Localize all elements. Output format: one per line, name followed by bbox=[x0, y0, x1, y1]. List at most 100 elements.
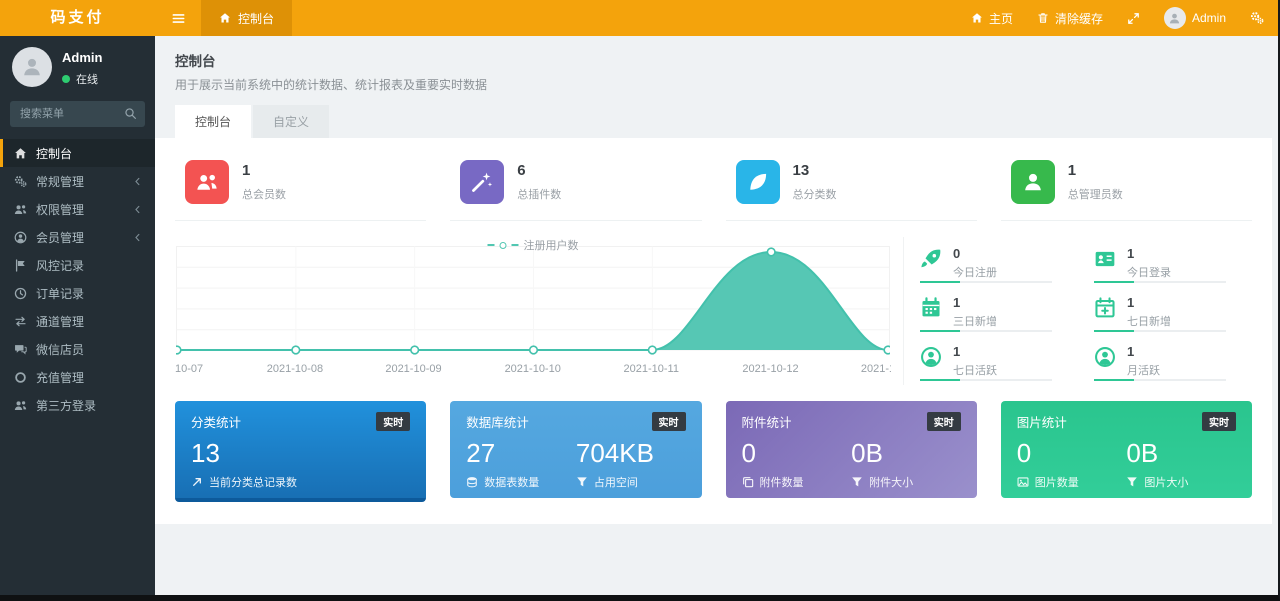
sidebar-item-members[interactable]: 会员管理 bbox=[0, 223, 155, 251]
sidebar-item-label: 第三方登录 bbox=[36, 398, 97, 413]
database-stats-card: 数据库统计 实时 27 704KB 数据表数量 bbox=[450, 401, 702, 498]
tab-dashboard[interactable]: 控制台 bbox=[175, 105, 252, 138]
page-title: 控制台 bbox=[175, 54, 216, 69]
topbar-actions: 主页 清除缓存 Admin bbox=[971, 0, 1278, 36]
quick-stat-label: 七日活跃 bbox=[953, 365, 997, 377]
sidebar-item-label: 常规管理 bbox=[36, 174, 85, 189]
image-stats-card: 图片统计 实时 0 0B 图片数量 图片大小 bbox=[1000, 401, 1252, 498]
summary-value: 1 bbox=[1067, 162, 1077, 179]
card-title: 分类统计 bbox=[191, 416, 242, 430]
quick-stat-value: 1 bbox=[1127, 344, 1135, 359]
fullscreen-button[interactable] bbox=[1127, 12, 1140, 25]
quick-stat-3day-new: 1 三日新增 bbox=[904, 288, 1078, 337]
card-value: 0 bbox=[741, 438, 756, 468]
circle-icon bbox=[14, 371, 27, 384]
sidebar-item-label: 充值管理 bbox=[36, 370, 85, 385]
card-footer: 图片大小 bbox=[1126, 474, 1236, 490]
x-tick-label: 2021-10-13 bbox=[860, 363, 891, 375]
summary-label: 总分类数 bbox=[792, 189, 837, 201]
exchange-icon bbox=[14, 315, 27, 328]
summary-card-categories: 13 总分类数 bbox=[725, 154, 977, 221]
card-footer-label: 附件数量 bbox=[759, 477, 804, 489]
home-button[interactable]: 主页 bbox=[971, 10, 1013, 27]
clear-cache-button[interactable]: 清除缓存 bbox=[1037, 10, 1103, 27]
calendar-plus-icon bbox=[1094, 297, 1116, 319]
topnav-tab-dashboard[interactable]: 控制台 bbox=[201, 0, 293, 36]
legend-line-icon bbox=[511, 244, 519, 246]
content-tabs: 控制台 自定义 bbox=[175, 105, 1258, 138]
card-value: 0B bbox=[851, 438, 883, 468]
summary-label: 总插件数 bbox=[517, 189, 562, 201]
accent-underline bbox=[1094, 281, 1226, 283]
summary-value: 6 bbox=[517, 162, 526, 179]
sidebar-item-order-records[interactable]: 订单记录 bbox=[0, 279, 155, 307]
quick-stat-7day-new: 1 七日新增 bbox=[1078, 288, 1252, 337]
leaf-icon bbox=[735, 160, 780, 204]
filter-icon bbox=[576, 476, 588, 488]
users-icon bbox=[14, 203, 27, 216]
user-circle-icon bbox=[14, 231, 27, 244]
quick-stat-label: 今日登录 bbox=[1127, 267, 1171, 279]
calendar-icon bbox=[920, 297, 942, 319]
home-icon bbox=[14, 147, 27, 160]
card-footer-label: 占用空间 bbox=[593, 477, 638, 489]
x-tick-label: 2021-10-08 bbox=[266, 363, 324, 375]
card-title: 图片统计 bbox=[1016, 416, 1067, 430]
user-menu[interactable]: Admin bbox=[1163, 7, 1226, 29]
sidebar-item-risk-records[interactable]: 风控记录 bbox=[0, 251, 155, 279]
quick-stat-label: 月活跃 bbox=[1127, 365, 1160, 377]
sidebar-item-label: 风控记录 bbox=[36, 258, 85, 273]
topnav-tab-label: 控制台 bbox=[238, 11, 275, 26]
chevron-left-icon bbox=[132, 232, 143, 243]
settings-button[interactable] bbox=[1250, 11, 1264, 25]
dashboard-panel: 1 总会员数 6 总插件数 bbox=[155, 138, 1272, 524]
card-footer: 附件大小 bbox=[851, 474, 961, 490]
sidebar-item-dashboard[interactable]: 控制台 bbox=[0, 139, 155, 167]
online-dot-icon bbox=[62, 75, 70, 83]
sidebar-item-permissions[interactable]: 权限管理 bbox=[0, 195, 155, 223]
card-title: 数据库统计 bbox=[466, 416, 529, 430]
clock-icon bbox=[14, 287, 27, 300]
quick-stats-grid: 0 今日注册 1 今日登录 bbox=[903, 237, 1252, 385]
database-icon bbox=[466, 476, 478, 488]
card-footer-label: 图片数量 bbox=[1034, 477, 1079, 489]
menu-search-input[interactable] bbox=[10, 101, 145, 127]
user-circle-icon bbox=[1094, 346, 1116, 368]
user-circle-icon bbox=[920, 346, 942, 368]
sidebar-item-general[interactable]: 常规管理 bbox=[0, 167, 155, 195]
clear-cache-label: 清除缓存 bbox=[1054, 11, 1103, 26]
user-icon bbox=[1168, 12, 1181, 25]
attachment-stats-card: 附件统计 实时 0 0B 附件数量 附件大小 bbox=[725, 401, 977, 498]
users-icon bbox=[14, 399, 27, 412]
sidebar-item-wechat-staff[interactable]: 微信店员 bbox=[0, 335, 155, 363]
chevron-left-icon bbox=[132, 176, 143, 187]
flag-icon bbox=[14, 259, 27, 272]
x-tick-label: 2021-10-07 bbox=[175, 363, 204, 375]
quick-stat-value: 1 bbox=[1127, 246, 1135, 261]
legend-line-icon bbox=[487, 244, 495, 246]
hamburger-icon bbox=[171, 11, 186, 26]
card-footer-link[interactable]: 当前分类总记录数 bbox=[191, 474, 410, 490]
accent-underline bbox=[920, 281, 1052, 283]
summary-card-admins: 1 总管理员数 bbox=[1000, 154, 1252, 221]
x-tick-label: 2021-10-12 bbox=[742, 363, 799, 375]
avatar bbox=[12, 47, 52, 87]
card-footer-label: 当前分类总记录数 bbox=[209, 477, 297, 489]
realtime-badge: 实时 bbox=[1202, 412, 1236, 431]
card-value: 27 bbox=[466, 438, 496, 468]
rocket-icon bbox=[920, 248, 942, 270]
sidebar-item-third-party-login[interactable]: 第三方登录 bbox=[0, 391, 155, 419]
sidebar-toggle-button[interactable] bbox=[155, 0, 201, 36]
search-icon[interactable] bbox=[124, 107, 137, 120]
sidebar-item-recharge[interactable]: 充值管理 bbox=[0, 363, 155, 391]
quick-stat-label: 三日新增 bbox=[953, 316, 997, 328]
sidebar-item-label: 会员管理 bbox=[36, 230, 85, 245]
sidebar-item-channels[interactable]: 通道管理 bbox=[0, 307, 155, 335]
chart-legend[interactable]: 注册用户数 bbox=[487, 237, 579, 253]
tab-custom[interactable]: 自定义 bbox=[253, 105, 330, 138]
user-icon bbox=[21, 56, 43, 78]
sidebar-menu: 控制台 常规管理 权限管理 会员管理 风控记录 bbox=[0, 139, 155, 419]
external-link-icon bbox=[191, 476, 203, 488]
chevron-left-icon bbox=[132, 204, 143, 215]
magic-wand-icon bbox=[460, 160, 505, 204]
